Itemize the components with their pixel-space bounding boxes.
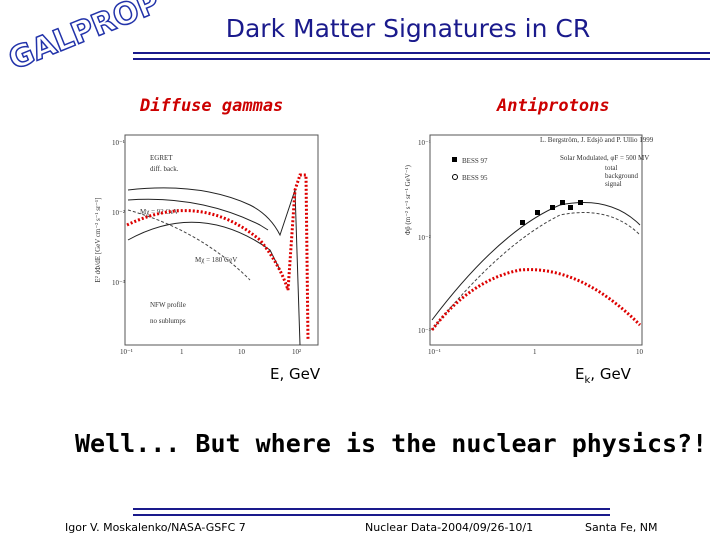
question: Well... But where is the nuclear physics… bbox=[75, 429, 707, 458]
plot-text: NFW profile bbox=[150, 301, 186, 309]
plot-text: no sublumps bbox=[150, 317, 186, 325]
curve bbox=[127, 209, 251, 281]
dm-curve bbox=[126, 173, 310, 341]
plot-frame bbox=[124, 134, 319, 346]
footer-author: Igor V. Moskalenko/NASA-GSFC 7 bbox=[65, 521, 246, 534]
legend-marker bbox=[452, 157, 457, 162]
x-tick: 1 bbox=[180, 348, 184, 356]
title: Dark Matter Signatures in CR bbox=[226, 14, 591, 43]
plot-text: EGRET bbox=[150, 154, 173, 162]
x-tick: 10² bbox=[292, 348, 301, 356]
y-axis-label: Φp̄ (m⁻² s⁻¹ sr⁻¹ GeV⁻¹) bbox=[404, 164, 412, 235]
plot-text: signal bbox=[605, 180, 622, 188]
plot-text: Solar Modulated, φF = 500 MV bbox=[560, 154, 649, 162]
x-tick: 10⁻¹ bbox=[120, 348, 133, 356]
antiproton-plot: 10⁻¹ 10⁻² 10⁻³ 10⁻¹ 1 10 Φp̄ (m⁻² s⁻¹ sr… bbox=[404, 134, 654, 356]
y-tick: 10⁻³ bbox=[112, 279, 125, 287]
y-tick: 10⁻³ bbox=[418, 327, 431, 335]
plot-text: Mχ = 92 GeV bbox=[140, 208, 179, 216]
panel-title: Antiprotons bbox=[496, 96, 610, 116]
x-axis-label: Ek, GeV bbox=[575, 365, 632, 386]
plot-text: total bbox=[605, 164, 617, 172]
legend-marker bbox=[452, 174, 458, 180]
plot-text: Mχ = 180 GeV bbox=[195, 256, 237, 264]
logo: GALPROP bbox=[4, 0, 165, 77]
plot-text: BESS 97 bbox=[462, 157, 488, 165]
x-tick: 10 bbox=[238, 348, 246, 356]
footer-place: Santa Fe, NM bbox=[585, 521, 657, 534]
y-tick: 10⁻¹ bbox=[112, 139, 125, 147]
x-axis-label: E, GeV bbox=[270, 365, 321, 383]
plot-text: BESS 95 bbox=[462, 174, 488, 182]
x-tick: 10⁻¹ bbox=[428, 348, 441, 356]
gamma-plot: 10⁻¹ 10⁻² 10⁻³ 10⁻¹ 1 10 10² E² dΦ/dE [G… bbox=[94, 134, 319, 356]
x-tick: 1 bbox=[533, 348, 537, 356]
y-tick: 10⁻¹ bbox=[418, 139, 431, 147]
plot-frame bbox=[429, 134, 643, 346]
curve bbox=[431, 202, 641, 321]
x-axis-label-sub: k bbox=[584, 375, 590, 386]
x-axis-label-main: E bbox=[575, 365, 584, 383]
dm-curve bbox=[430, 268, 642, 331]
y-tick: 10⁻² bbox=[112, 209, 125, 217]
y-tick: 10⁻² bbox=[418, 234, 431, 242]
plot-text: L. Bergström, J. Edsjö and P. Ullio 1999 bbox=[540, 136, 654, 144]
x-axis-label-rest: , GeV bbox=[590, 365, 631, 383]
y-axis-label: E² dΦ/dE [GeV cm⁻² s⁻¹ sr⁻¹] bbox=[94, 198, 102, 283]
curve bbox=[127, 198, 269, 231]
panel-title: Diffuse gammas bbox=[139, 96, 283, 116]
footer-conference: Nuclear Data-2004/09/26-10/1 bbox=[365, 521, 533, 534]
curve bbox=[127, 187, 301, 346]
plot-text: diff. back. bbox=[150, 165, 179, 173]
x-tick: 10 bbox=[636, 348, 644, 356]
plot-text: background bbox=[605, 172, 639, 180]
